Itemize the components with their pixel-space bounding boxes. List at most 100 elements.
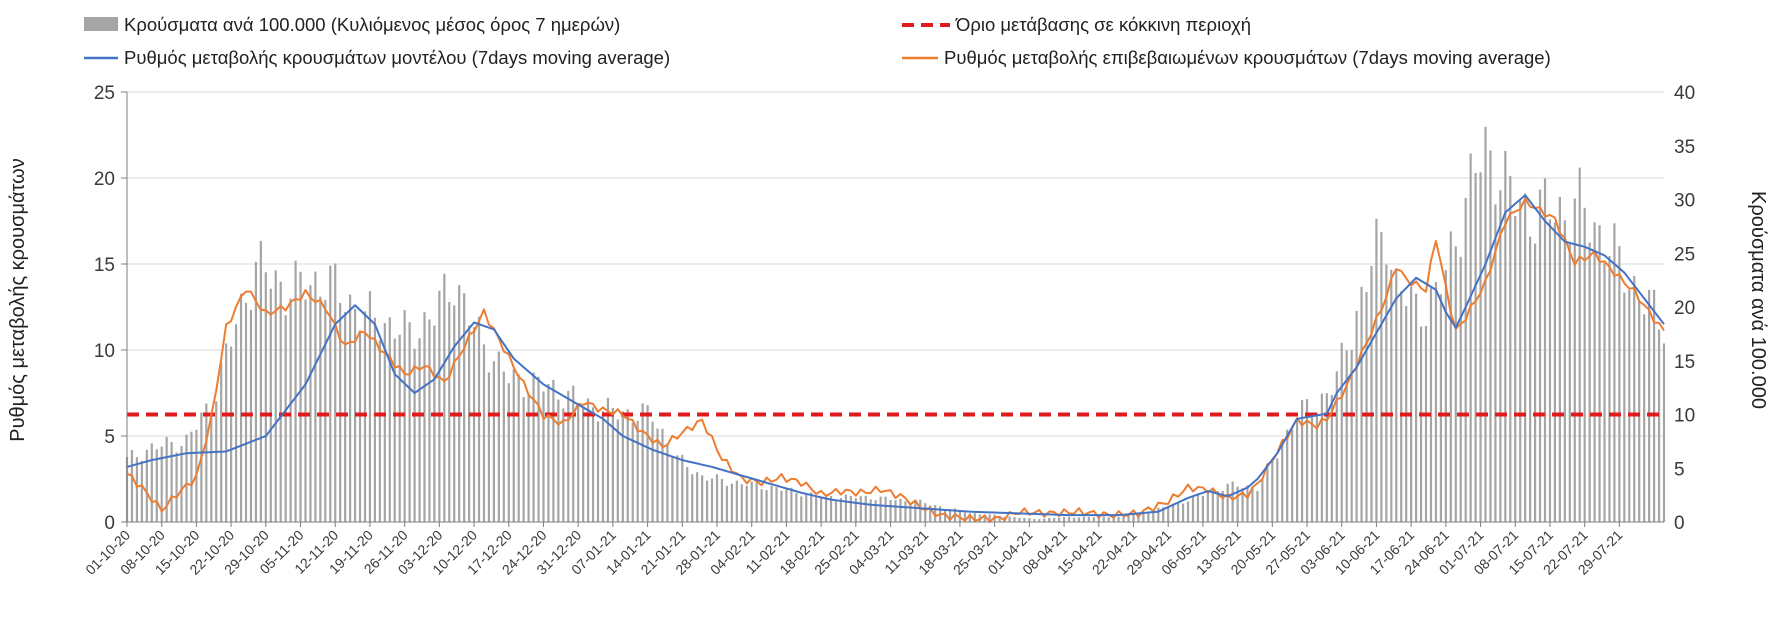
- bar: [1266, 463, 1269, 522]
- bar: [309, 285, 312, 522]
- bar: [1033, 519, 1036, 522]
- bar: [1350, 350, 1353, 522]
- bar: [1296, 419, 1299, 522]
- bar: [1464, 197, 1467, 522]
- bar: [363, 311, 367, 522]
- bar: [1648, 289, 1651, 522]
- y-left-tick-label: 20: [94, 169, 115, 190]
- bar: [1261, 479, 1264, 522]
- bar: [1142, 513, 1145, 522]
- bar: [582, 407, 585, 522]
- bar: [1504, 150, 1507, 522]
- bar: [661, 428, 664, 522]
- bar: [463, 293, 466, 522]
- bar: [254, 261, 258, 522]
- bar: [1573, 198, 1576, 523]
- bar: [1563, 220, 1566, 522]
- bar: [1241, 488, 1244, 522]
- bar: [160, 446, 163, 522]
- legend-bars-label: Κρούσματα ανά 100.000 (Κυλιόμενος μέσος …: [124, 14, 620, 35]
- bar: [1112, 517, 1115, 522]
- bar: [1276, 458, 1279, 522]
- axes: [121, 91, 1664, 527]
- bar: [1181, 503, 1185, 522]
- bar: [1360, 286, 1363, 522]
- bar: [418, 338, 421, 522]
- bar: [497, 351, 500, 522]
- bar: [1122, 515, 1125, 522]
- bar: [165, 437, 168, 522]
- y-left-tick-label: 0: [104, 513, 115, 534]
- bar: [1385, 264, 1388, 522]
- bar: [210, 414, 213, 522]
- bar: [1072, 517, 1076, 522]
- bars-series: [125, 126, 1666, 523]
- bar: [264, 272, 267, 522]
- bar: [587, 398, 590, 522]
- bar: [770, 485, 773, 522]
- bar: [1633, 275, 1636, 522]
- bar: [1152, 510, 1155, 522]
- bar: [517, 374, 520, 522]
- bar: [626, 409, 629, 522]
- y-right-tick-label: 30: [1674, 191, 1695, 212]
- bar: [1355, 310, 1358, 522]
- bar: [849, 495, 852, 522]
- bar: [1598, 225, 1601, 522]
- bar: [641, 403, 644, 522]
- bar: [780, 490, 783, 522]
- bar: [666, 443, 669, 522]
- bar: [1221, 490, 1224, 522]
- bar: [601, 411, 605, 522]
- bar: [339, 302, 342, 522]
- bar: [319, 296, 322, 522]
- bar: [1623, 292, 1626, 522]
- bar: [864, 495, 867, 522]
- bar: [1043, 518, 1046, 522]
- bar: [1186, 501, 1190, 522]
- bar: [299, 271, 302, 522]
- bar: [468, 325, 471, 522]
- bar: [1419, 326, 1423, 522]
- bar: [1340, 342, 1343, 522]
- bar: [408, 322, 411, 522]
- bar: [735, 480, 738, 522]
- bar: [820, 496, 823, 522]
- bar: [740, 484, 743, 522]
- bar: [715, 474, 719, 522]
- bar: [542, 391, 545, 522]
- bar: [1102, 516, 1105, 522]
- bar: [998, 516, 1001, 522]
- bar: [805, 493, 808, 522]
- y-axis-right-ticks: 0 5 10 15 20 25 30 35 40: [1674, 83, 1695, 534]
- bar: [1251, 487, 1254, 522]
- bar: [914, 501, 917, 522]
- bar: [1216, 490, 1219, 522]
- y-axis-left-ticks: 0 5 10 15 20 25: [94, 83, 115, 534]
- bar: [1657, 329, 1661, 522]
- bar: [239, 293, 243, 522]
- bar: [180, 446, 183, 522]
- y-left-tick-label: 5: [104, 427, 115, 448]
- bar: [1638, 300, 1641, 522]
- bar: [413, 348, 416, 522]
- bar: [651, 421, 654, 522]
- bar: [1439, 294, 1442, 522]
- bar: [185, 434, 188, 522]
- bar: [393, 338, 396, 522]
- bar: [274, 270, 277, 522]
- bar: [1583, 207, 1586, 522]
- bar: [220, 362, 223, 522]
- bar: [358, 330, 362, 522]
- bar: [1444, 270, 1447, 522]
- bar: [1077, 517, 1081, 522]
- bar: [557, 399, 560, 522]
- bar: [234, 324, 238, 522]
- bar: [800, 496, 803, 522]
- y-left-tick-label: 15: [94, 255, 115, 276]
- y-axis-left-title: Ρυθμός μεταβολής κρουσμάτων: [7, 158, 29, 442]
- bar: [611, 407, 614, 522]
- bar: [1628, 289, 1631, 522]
- bar: [368, 291, 372, 522]
- bar: [1246, 485, 1249, 522]
